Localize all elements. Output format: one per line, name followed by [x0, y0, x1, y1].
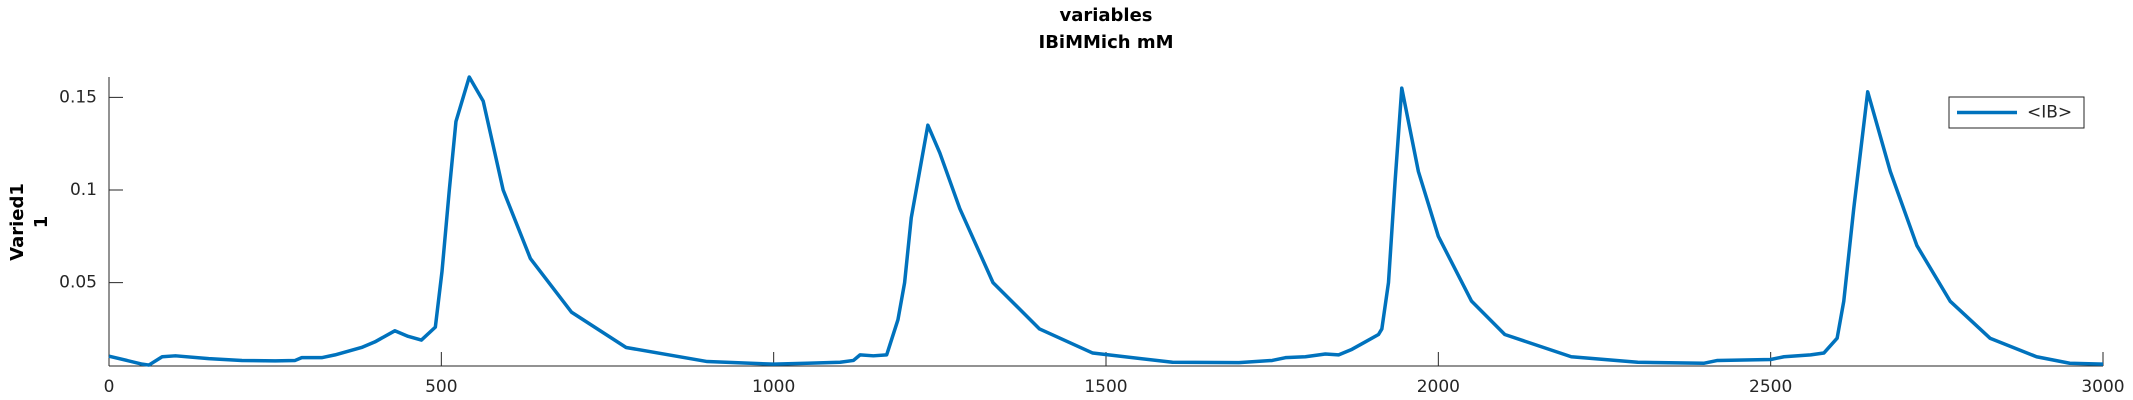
x-tick-label: 2500 [1749, 377, 1792, 397]
x-tick-label: 3000 [2081, 377, 2124, 397]
y-tick-label: 0.15 [59, 87, 97, 107]
legend: <IB> [1948, 96, 2085, 129]
x-tick-label: 1000 [752, 377, 795, 397]
y-label-line: Varied1 [7, 183, 28, 261]
y-tick-label: 0.1 [70, 180, 97, 200]
chart-subtitle: IBiMMich mM [1039, 32, 1174, 53]
x-tick-label: 1500 [1084, 377, 1127, 397]
y-label-line: 1 [31, 216, 52, 229]
chart-title: variables [1059, 5, 1152, 26]
y-tick-label: 0.05 [59, 273, 97, 293]
x-tick-label: 2000 [1417, 377, 1460, 397]
data-line [108, 75, 2104, 367]
y-axis-label: Varied1 1 [7, 183, 52, 261]
legend-label: <IB> [2027, 103, 2072, 123]
x-tick-label: 500 [425, 377, 457, 397]
x-tick-label: 0 [104, 377, 115, 397]
